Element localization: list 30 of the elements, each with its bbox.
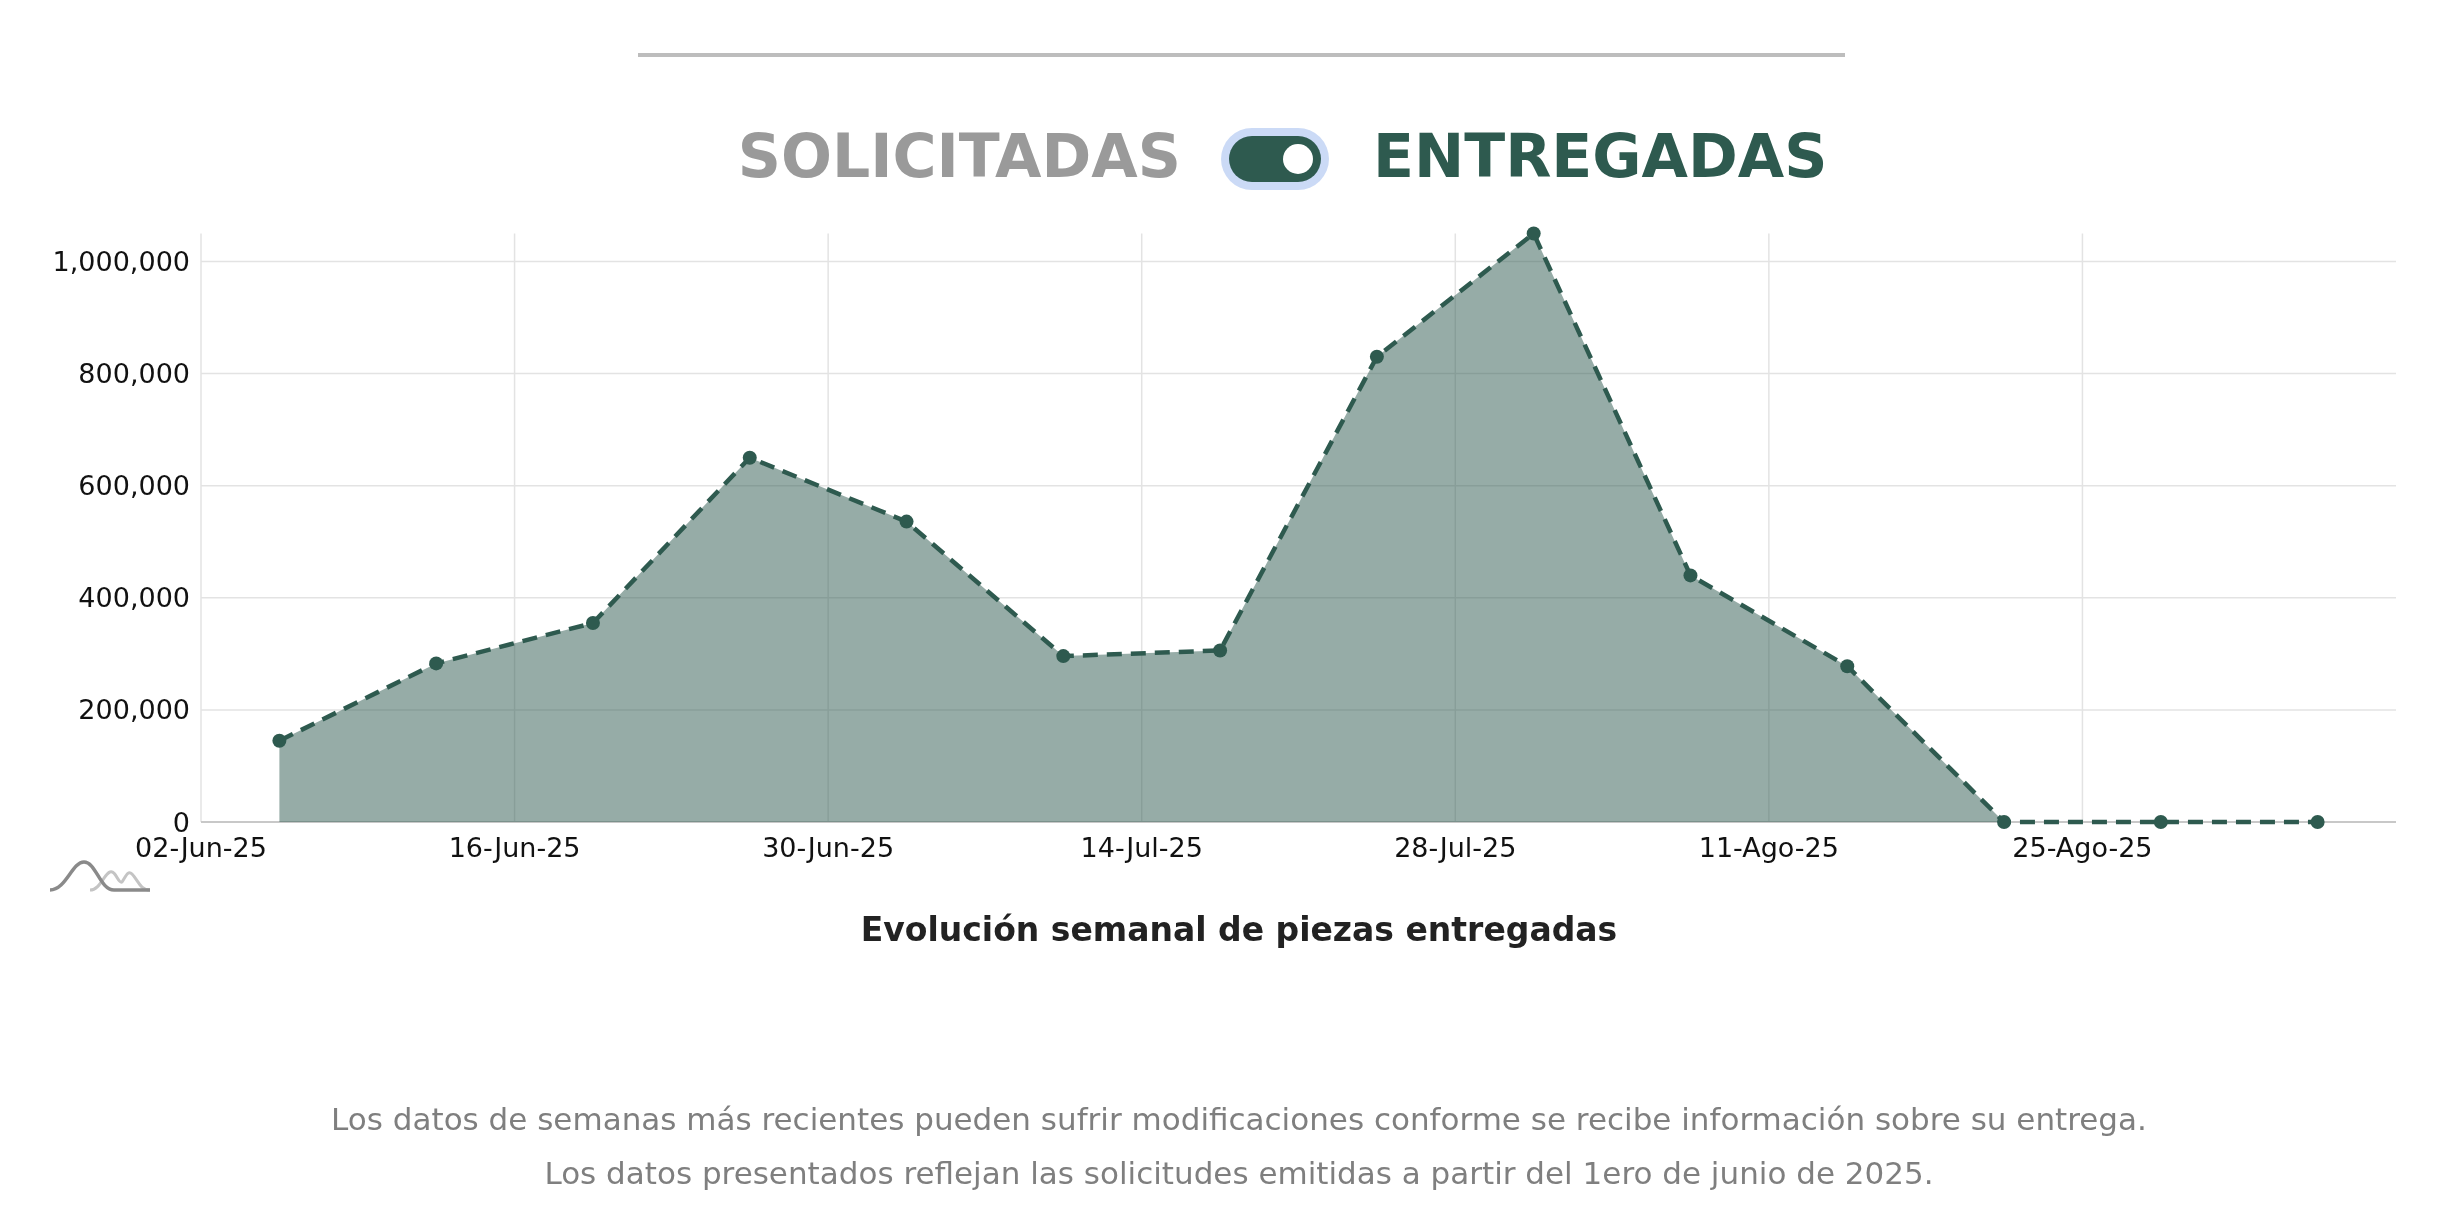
point: [1056, 649, 1071, 664]
x-tick-label: 25-Ago-25: [2012, 831, 2153, 863]
point: [1526, 226, 1541, 241]
x-tick-label: 14-Jul-25: [1080, 831, 1203, 863]
point: [1369, 349, 1384, 364]
y-tick-label: 800,000: [78, 358, 190, 390]
point: [1997, 815, 2012, 829]
point: [1683, 568, 1698, 583]
x-tick-label: 28-Jul-25: [1394, 831, 1517, 863]
point: [272, 733, 287, 748]
point: [429, 656, 444, 671]
text: Evolución semanal de piezas entregadas: [860, 909, 1618, 949]
text: Los datos presentados reflejan las solicitudes emitidas a partir del 1ero de junio de 2025.: [544, 1155, 1934, 1191]
text: Los datos de semanas más recientes pueden sufrir modificaciones conforme se recibe información sobre su entrega.: [331, 1101, 2147, 1137]
point: [2310, 815, 2325, 829]
point: [899, 514, 914, 529]
point: [1213, 643, 1228, 658]
y-tick-label: 1,000,000: [52, 246, 190, 278]
x-tick-label: 16-Jun-25: [448, 831, 581, 863]
x-tick-label: 30-Jun-25: [762, 831, 895, 863]
point: [1840, 659, 1855, 674]
point: [742, 450, 757, 465]
y-tick-label: 600,000: [78, 470, 190, 502]
text: ENTREGADAS: [1373, 121, 1828, 191]
y-tick-label: 400,000: [78, 582, 190, 614]
y-tick-label: 200,000: [78, 694, 190, 726]
x-tick-label: 11-Ago-25: [1698, 831, 1839, 863]
point: [2153, 815, 2168, 829]
text: SOLICITADAS: [737, 121, 1181, 191]
point: [585, 616, 600, 631]
